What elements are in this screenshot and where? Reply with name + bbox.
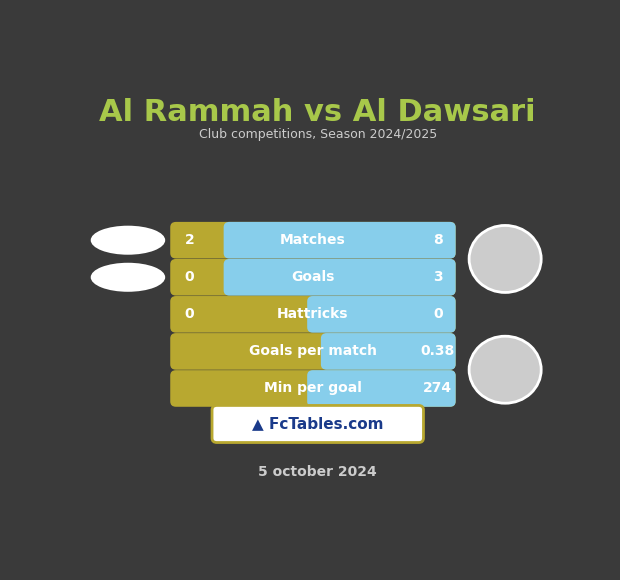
Ellipse shape bbox=[91, 226, 165, 255]
FancyBboxPatch shape bbox=[170, 370, 456, 407]
FancyBboxPatch shape bbox=[307, 296, 456, 333]
Text: Min per goal: Min per goal bbox=[264, 382, 362, 396]
Text: Club competitions, Season 2024/2025: Club competitions, Season 2024/2025 bbox=[198, 128, 437, 141]
FancyBboxPatch shape bbox=[321, 333, 456, 369]
Text: 274: 274 bbox=[423, 382, 453, 396]
Ellipse shape bbox=[91, 263, 165, 292]
Text: 2: 2 bbox=[185, 233, 194, 247]
Text: 0: 0 bbox=[185, 307, 194, 321]
Circle shape bbox=[469, 336, 541, 403]
Text: ▲ FcTables.com: ▲ FcTables.com bbox=[252, 416, 384, 432]
FancyBboxPatch shape bbox=[170, 222, 456, 259]
Text: Hattricks: Hattricks bbox=[277, 307, 348, 321]
Text: 0: 0 bbox=[185, 270, 194, 284]
FancyBboxPatch shape bbox=[170, 333, 456, 369]
Text: Matches: Matches bbox=[280, 233, 346, 247]
Text: 0.38: 0.38 bbox=[421, 345, 455, 358]
FancyBboxPatch shape bbox=[307, 370, 456, 407]
FancyBboxPatch shape bbox=[224, 222, 456, 259]
Text: 5 october 2024: 5 october 2024 bbox=[259, 465, 377, 478]
Text: Goals per match: Goals per match bbox=[249, 345, 377, 358]
FancyBboxPatch shape bbox=[224, 259, 456, 296]
Text: Goals: Goals bbox=[291, 270, 335, 284]
Circle shape bbox=[469, 226, 541, 292]
Text: 0: 0 bbox=[433, 307, 443, 321]
Text: Al Rammah vs Al Dawsari: Al Rammah vs Al Dawsari bbox=[99, 97, 536, 126]
FancyBboxPatch shape bbox=[170, 296, 456, 333]
Text: 8: 8 bbox=[433, 233, 443, 247]
FancyBboxPatch shape bbox=[212, 405, 423, 443]
Text: 3: 3 bbox=[433, 270, 443, 284]
FancyBboxPatch shape bbox=[170, 259, 456, 296]
